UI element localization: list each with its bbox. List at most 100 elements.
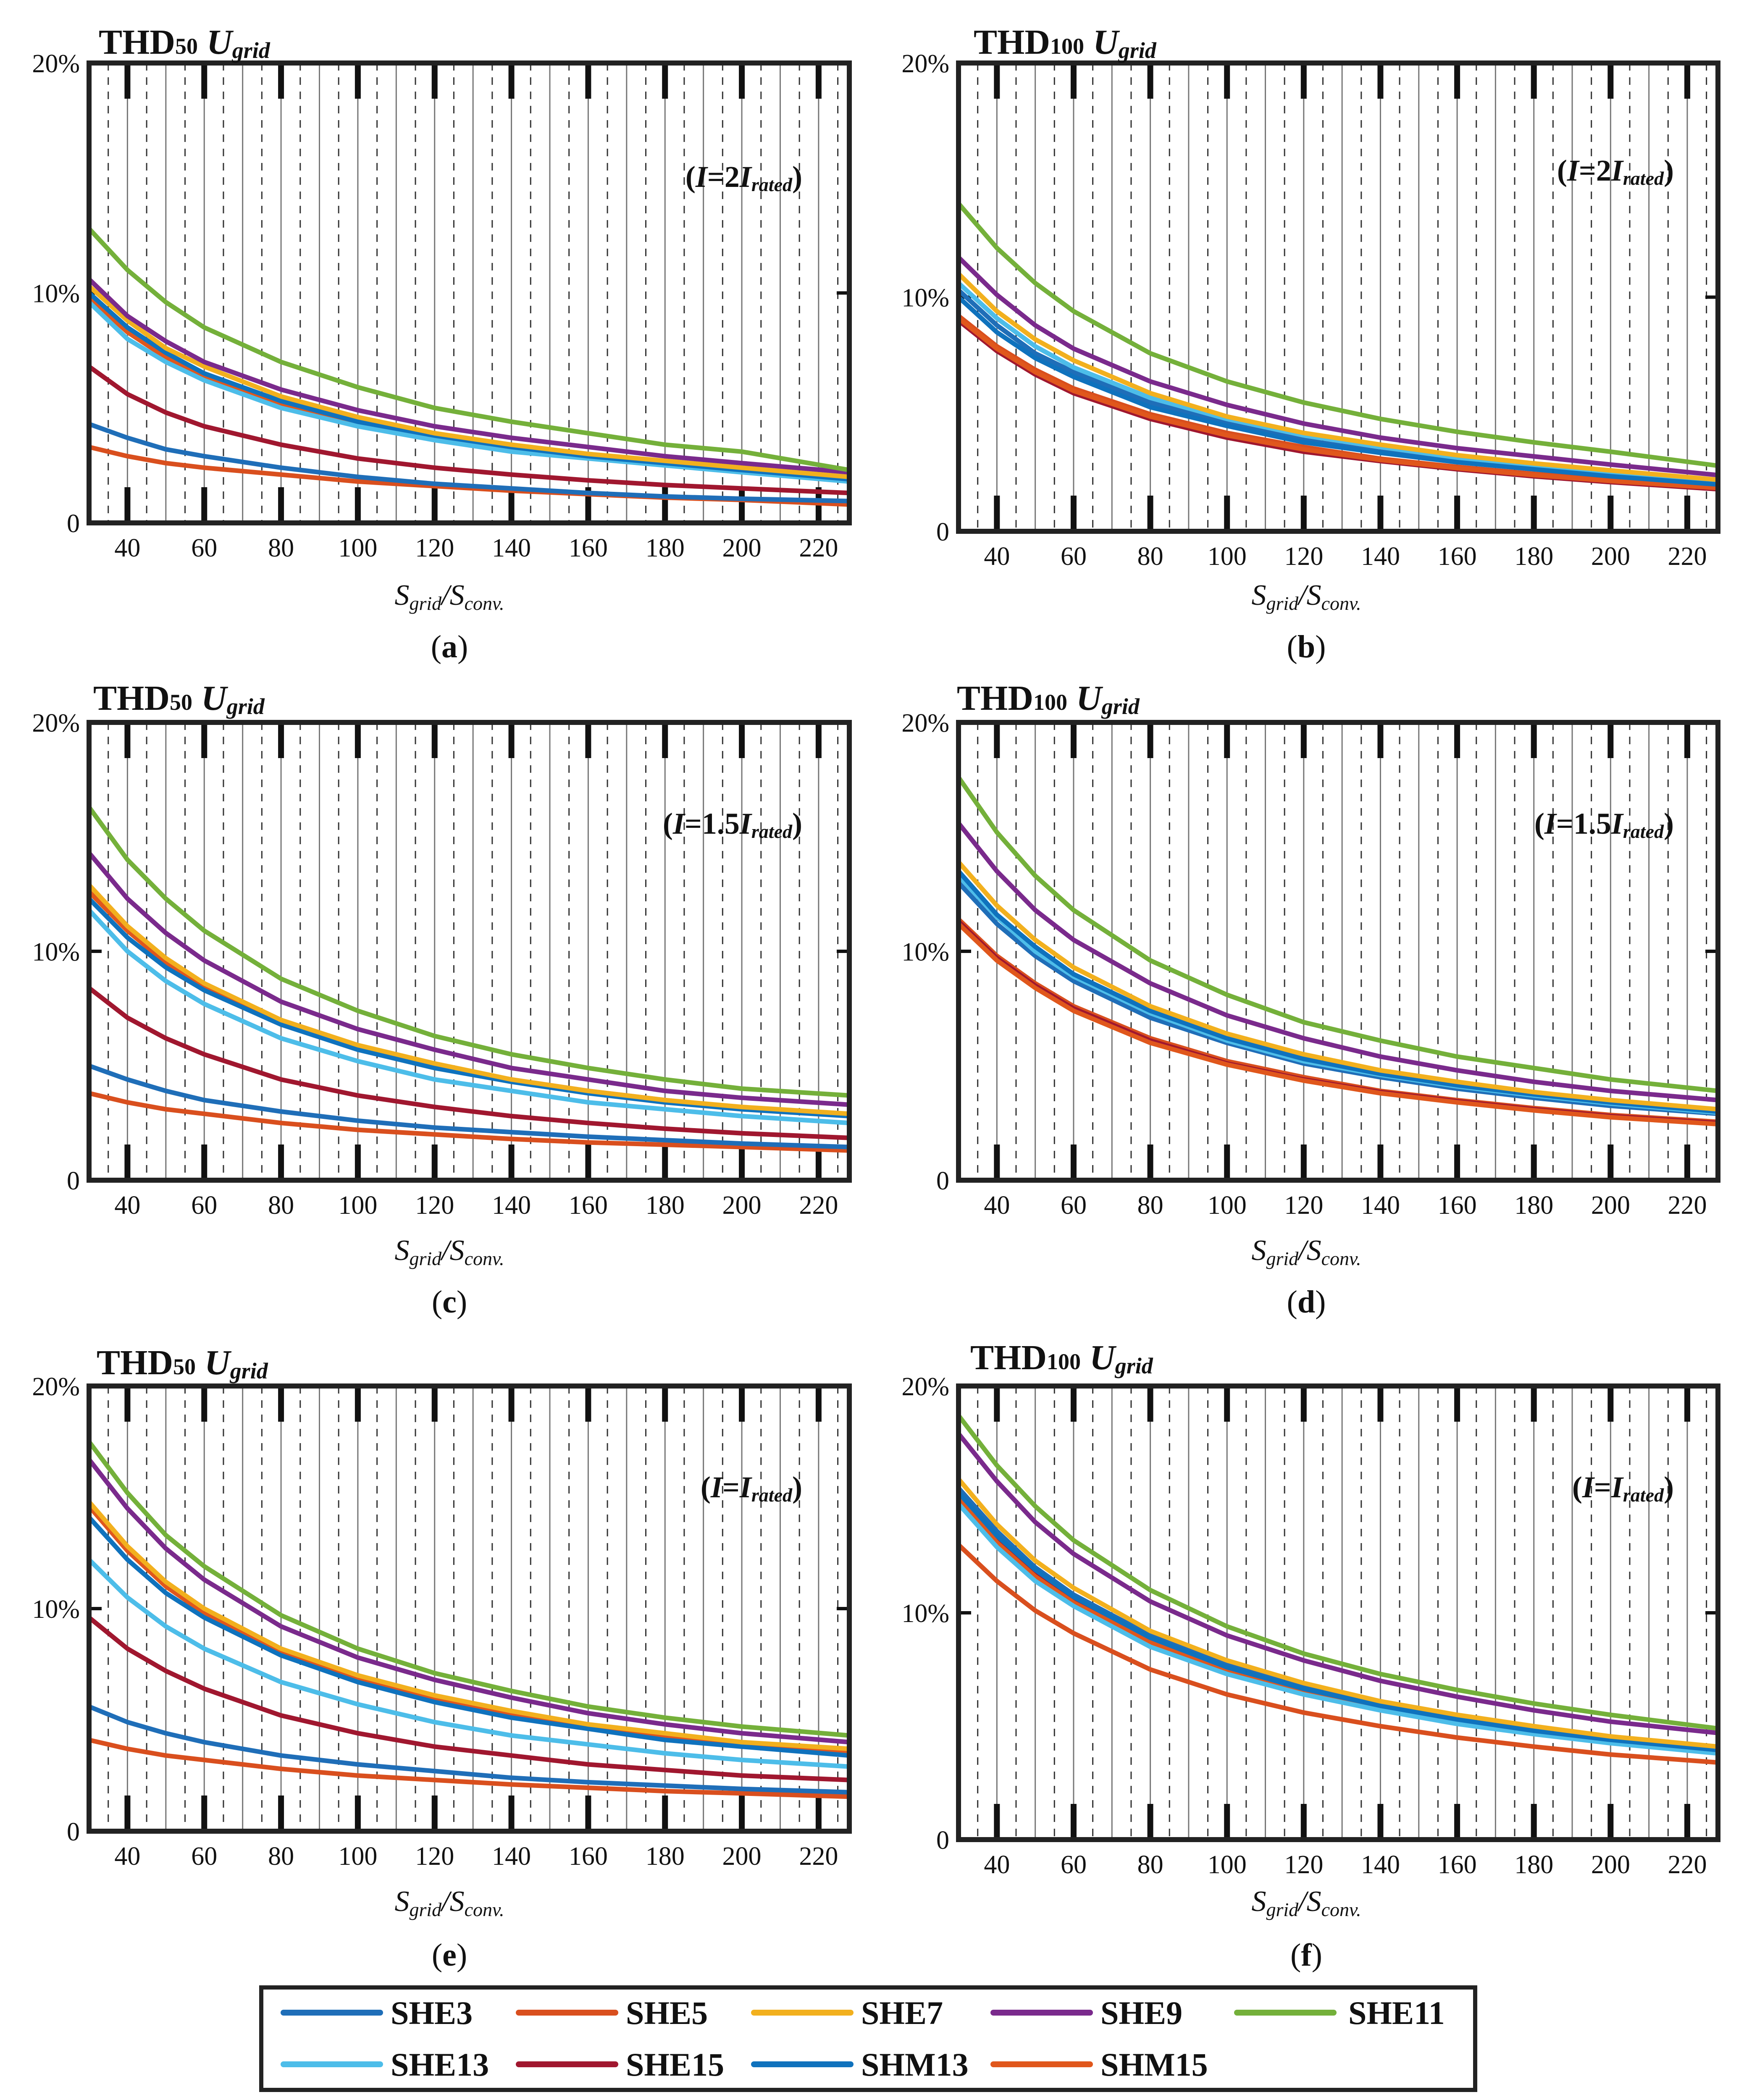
title-main: THD bbox=[974, 23, 1050, 62]
x-tick-label: 220 bbox=[1668, 1851, 1707, 1879]
x-tick-label: 120 bbox=[1284, 1191, 1323, 1220]
xlabel-s1-sub: grid bbox=[409, 593, 442, 614]
condition-factor: = bbox=[1594, 1470, 1611, 1504]
condition-var2-sub: rated bbox=[1623, 821, 1664, 842]
x-tick-label: 120 bbox=[415, 1842, 454, 1871]
series-line-she11 bbox=[956, 201, 1720, 468]
y-tick-label: 10% bbox=[32, 1595, 80, 1624]
x-tick-label: 160 bbox=[1438, 1191, 1477, 1220]
condition-close: ) bbox=[792, 1470, 802, 1504]
x-tick-label: 40 bbox=[114, 1842, 140, 1871]
series-line-she15 bbox=[87, 985, 852, 1140]
series-line-she7 bbox=[956, 271, 1720, 482]
panel-c: 40 60 80 100 120 140 160 180 200 220 0 10% 20% THD50 … bbox=[32, 679, 852, 1320]
title-main: THD bbox=[957, 679, 1033, 718]
condition-open: ( bbox=[1572, 1470, 1582, 1504]
panel-b: 40 60 80 100 120 140 160 180 200 220010%20%THD100… bbox=[901, 23, 1720, 664]
condition-label: (I=2Irated) bbox=[686, 160, 802, 195]
title-main: THD bbox=[97, 1343, 173, 1382]
condition-var: I bbox=[1544, 807, 1558, 840]
x-tick-label: 180 bbox=[1514, 1191, 1553, 1220]
series-line-she5 bbox=[87, 1091, 852, 1153]
condition-label: (I=Irated) bbox=[701, 1470, 802, 1506]
condition-open: ( bbox=[701, 1470, 711, 1504]
condition-var2: I bbox=[1611, 807, 1624, 840]
condition-open: ( bbox=[663, 807, 673, 840]
series-line-she5 bbox=[87, 1738, 852, 1799]
x-tick-label: 220 bbox=[799, 1191, 838, 1220]
x-tick-label: 60 bbox=[191, 534, 217, 562]
x-tick-label: 60 bbox=[1061, 542, 1087, 571]
panel-caption: (d) bbox=[1287, 1284, 1326, 1320]
title-quantity-sub: grid bbox=[232, 38, 271, 63]
series-line-shm13 bbox=[956, 295, 1720, 487]
x-tick-label: 40 bbox=[984, 1851, 1010, 1879]
panel-a: 40 60 80 100 120 140 160 180 200 220 0 10% 20% THD50 … bbox=[32, 23, 852, 664]
condition-factor: =1.5 bbox=[1556, 807, 1611, 840]
xlabel-s2: S bbox=[450, 579, 465, 612]
panel-caption: (b) bbox=[1287, 629, 1326, 664]
condition-close: ) bbox=[1664, 154, 1674, 187]
panel-caption: (f) bbox=[1290, 1937, 1322, 1973]
title-sub: 50 bbox=[173, 1354, 196, 1379]
x-tick-label: 220 bbox=[799, 1842, 838, 1871]
x-tick-label: 140 bbox=[492, 1191, 531, 1220]
title-sub: 100 bbox=[1050, 34, 1084, 59]
caption-close: ) bbox=[457, 1284, 467, 1320]
title-main: THD bbox=[970, 1338, 1047, 1377]
caption-open: ( bbox=[432, 1284, 442, 1320]
title-sub: 100 bbox=[1047, 1349, 1081, 1374]
x-tick-label: 200 bbox=[722, 1191, 762, 1220]
x-tick-label: 40 bbox=[984, 542, 1010, 571]
x-tick-label: 200 bbox=[1591, 1191, 1630, 1220]
x-tick-label: 100 bbox=[338, 1842, 377, 1871]
title-quantity-sub: grid bbox=[230, 1358, 268, 1383]
series-line-shm15 bbox=[956, 316, 1720, 491]
condition-var2-sub: rated bbox=[1623, 1484, 1664, 1506]
condition-factor: = bbox=[722, 1470, 740, 1504]
legend-label-she7: SHE7 bbox=[861, 1995, 943, 2031]
x-tick-label: 40 bbox=[114, 1191, 140, 1220]
plot-frame bbox=[956, 60, 1720, 534]
condition-var: I bbox=[672, 807, 686, 840]
panel-caption: (c) bbox=[432, 1284, 467, 1320]
condition-var: I bbox=[710, 1470, 724, 1504]
xlabel-s2: S bbox=[450, 1885, 465, 1918]
caption-open: ( bbox=[432, 1937, 442, 1973]
xlabel-s2: S bbox=[1307, 1234, 1321, 1267]
caption-letter: e bbox=[442, 1937, 457, 1973]
legend-label-shm13: SHM13 bbox=[861, 2046, 969, 2083]
panel-e: 40 60 80 100 120 140 160 180 200 220 0 10% 20% THD50 … bbox=[32, 1343, 852, 1973]
xlabel-s1: S bbox=[1251, 1234, 1266, 1267]
title-quantity-sub: grid bbox=[1101, 694, 1140, 719]
y-tick-label: 0 bbox=[936, 1826, 949, 1855]
condition-var2-sub: rated bbox=[751, 174, 793, 195]
series-line-shm13 bbox=[87, 1515, 852, 1758]
condition-factor: =1.5 bbox=[685, 807, 740, 840]
y-tick-label: 0 bbox=[67, 509, 80, 538]
legend-frame bbox=[259, 1985, 1477, 2092]
title-quantity: U bbox=[198, 23, 234, 62]
x-tick-label: 140 bbox=[1361, 542, 1400, 571]
y-tick-label: 10% bbox=[32, 938, 80, 966]
condition-var2: I bbox=[739, 160, 753, 194]
x-tick-label: 140 bbox=[1361, 1191, 1400, 1220]
series-line-she15 bbox=[956, 919, 1720, 1126]
condition-var2-sub: rated bbox=[751, 1484, 793, 1506]
caption-close: ) bbox=[1315, 1284, 1326, 1320]
caption-letter: c bbox=[442, 1284, 457, 1320]
panel-caption: (a) bbox=[431, 629, 468, 664]
panel-title: THD50 Ugrid bbox=[93, 679, 265, 719]
x-tick-label: 160 bbox=[1438, 542, 1477, 571]
xlabel-s2-sub: conv. bbox=[465, 1248, 504, 1269]
xlabel-s2-sub: conv. bbox=[1321, 1248, 1361, 1269]
series-line-she3 bbox=[87, 422, 852, 504]
x-tick-label: 140 bbox=[492, 534, 531, 562]
title-sub: 50 bbox=[170, 690, 192, 715]
x-tick-label: 220 bbox=[1668, 542, 1707, 571]
y-tick-label: 10% bbox=[901, 938, 949, 966]
title-quantity-sub: grid bbox=[226, 694, 265, 719]
series-line-she7 bbox=[956, 859, 1720, 1112]
x-tick-label: 80 bbox=[268, 534, 294, 562]
legend-label-she15: SHE15 bbox=[626, 2046, 724, 2083]
